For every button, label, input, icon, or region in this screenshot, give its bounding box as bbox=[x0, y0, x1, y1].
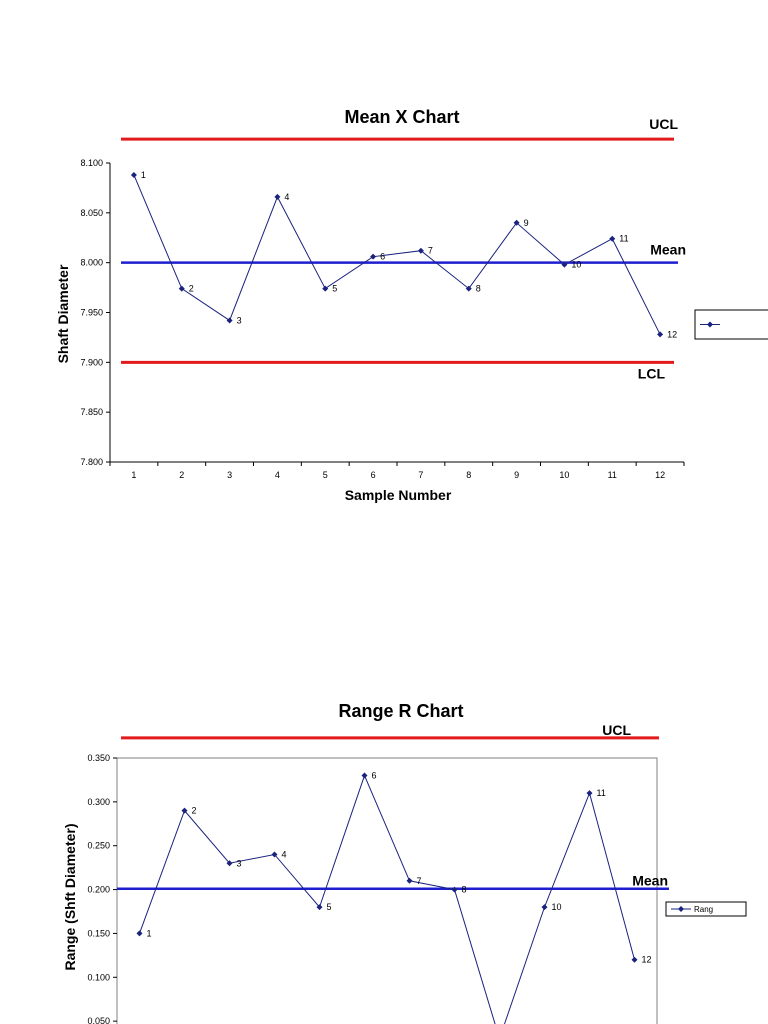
y-axis-label: Shaft Diameter bbox=[55, 264, 71, 363]
data-point bbox=[609, 236, 615, 242]
data-label: 7 bbox=[428, 246, 433, 256]
chart-title: Mean X Chart bbox=[344, 107, 459, 127]
y-tick-label: 8.050 bbox=[80, 208, 103, 218]
data-label: 11 bbox=[597, 788, 606, 798]
x-tick-label: 5 bbox=[323, 470, 328, 480]
x-tick-label: 4 bbox=[275, 470, 280, 480]
x-tick-label: 12 bbox=[655, 470, 665, 480]
data-label: 12 bbox=[667, 329, 677, 339]
data-label: 8 bbox=[476, 284, 481, 294]
data-label: 8 bbox=[462, 885, 467, 895]
x-tick-label: 3 bbox=[227, 470, 232, 480]
chart-title: Range R Chart bbox=[338, 701, 463, 721]
plot-border bbox=[117, 758, 657, 1024]
data-label: 7 bbox=[417, 876, 422, 886]
data-label: 2 bbox=[192, 806, 197, 816]
data-label: 4 bbox=[284, 192, 289, 202]
y-tick-label: 7.800 bbox=[80, 457, 103, 467]
data-label: 1 bbox=[147, 928, 152, 938]
data-label: 9 bbox=[524, 218, 529, 228]
data-label: 3 bbox=[237, 315, 242, 325]
series-line bbox=[140, 776, 635, 1024]
ucl-label: UCL bbox=[649, 116, 678, 132]
data-label: 12 bbox=[642, 955, 652, 965]
x-tick-label: 9 bbox=[514, 470, 519, 480]
y-axis-label: Range (Shft Diameter) bbox=[62, 823, 78, 970]
data-point bbox=[227, 317, 233, 323]
x-tick-label: 10 bbox=[559, 470, 569, 480]
mean-label: Mean bbox=[632, 873, 668, 889]
data-label: 3 bbox=[237, 858, 242, 868]
y-tick-label: 0.300 bbox=[87, 797, 110, 807]
data-point bbox=[137, 930, 143, 936]
y-tick-label: 7.900 bbox=[80, 357, 103, 367]
data-label: 10 bbox=[571, 260, 581, 270]
data-label: 1 bbox=[141, 170, 146, 180]
data-label: 10 bbox=[552, 902, 562, 912]
range-r-chart: Range R Chart Range (Shft Diameter) 0.05… bbox=[0, 690, 768, 1024]
x-tick-label: 7 bbox=[418, 470, 423, 480]
data-point bbox=[542, 904, 548, 910]
y-tick-label: 7.950 bbox=[80, 308, 103, 318]
y-tick-label: 0.350 bbox=[87, 753, 110, 763]
data-point bbox=[657, 331, 663, 337]
x-tick-label: 8 bbox=[466, 470, 471, 480]
data-point bbox=[322, 286, 328, 292]
legend-label: Rang bbox=[694, 905, 713, 914]
data-point bbox=[370, 254, 376, 260]
data-label: 11 bbox=[619, 234, 628, 244]
data-point bbox=[587, 790, 593, 796]
mean-x-chart: Mean X Chart Shaft Diameter Sample Numbe… bbox=[0, 90, 768, 520]
data-label: 5 bbox=[327, 902, 332, 912]
data-point bbox=[179, 286, 185, 292]
x-tick-label: 1 bbox=[131, 470, 136, 480]
lcl-label: LCL bbox=[638, 365, 666, 381]
y-tick-label: 0.100 bbox=[87, 972, 110, 982]
y-tick-label: 7.850 bbox=[80, 407, 103, 417]
data-point bbox=[407, 878, 413, 884]
y-tick-label: 0.250 bbox=[87, 841, 110, 851]
plot-area: 0.050 0.100 0.150 0.200 0.250 0.300 0.350 UCL Me… bbox=[87, 722, 746, 1024]
data-label: 5 bbox=[332, 284, 337, 294]
x-tick-label: 6 bbox=[371, 470, 376, 480]
y-tick-label: 0.150 bbox=[87, 928, 110, 938]
x-axis-label: Sample Number bbox=[345, 487, 452, 503]
ucl-label: UCL bbox=[602, 722, 631, 738]
mean-label: Mean bbox=[650, 242, 686, 258]
data-point bbox=[274, 194, 280, 200]
x-tick-label: 11 bbox=[608, 470, 617, 480]
data-point bbox=[131, 172, 137, 178]
data-label: 6 bbox=[372, 771, 377, 781]
data-point bbox=[632, 957, 638, 963]
y-tick-label: 8.100 bbox=[80, 158, 103, 168]
data-label: 4 bbox=[282, 849, 287, 859]
series-line bbox=[134, 175, 660, 334]
y-tick-label: 0.050 bbox=[87, 1016, 110, 1024]
x-tick-label: 2 bbox=[179, 470, 184, 480]
y-tick-label: 8.000 bbox=[80, 258, 103, 268]
data-point bbox=[362, 773, 368, 779]
y-tick-label: 0.200 bbox=[87, 885, 110, 895]
data-label: 2 bbox=[189, 284, 194, 294]
data-label: 6 bbox=[380, 252, 385, 262]
